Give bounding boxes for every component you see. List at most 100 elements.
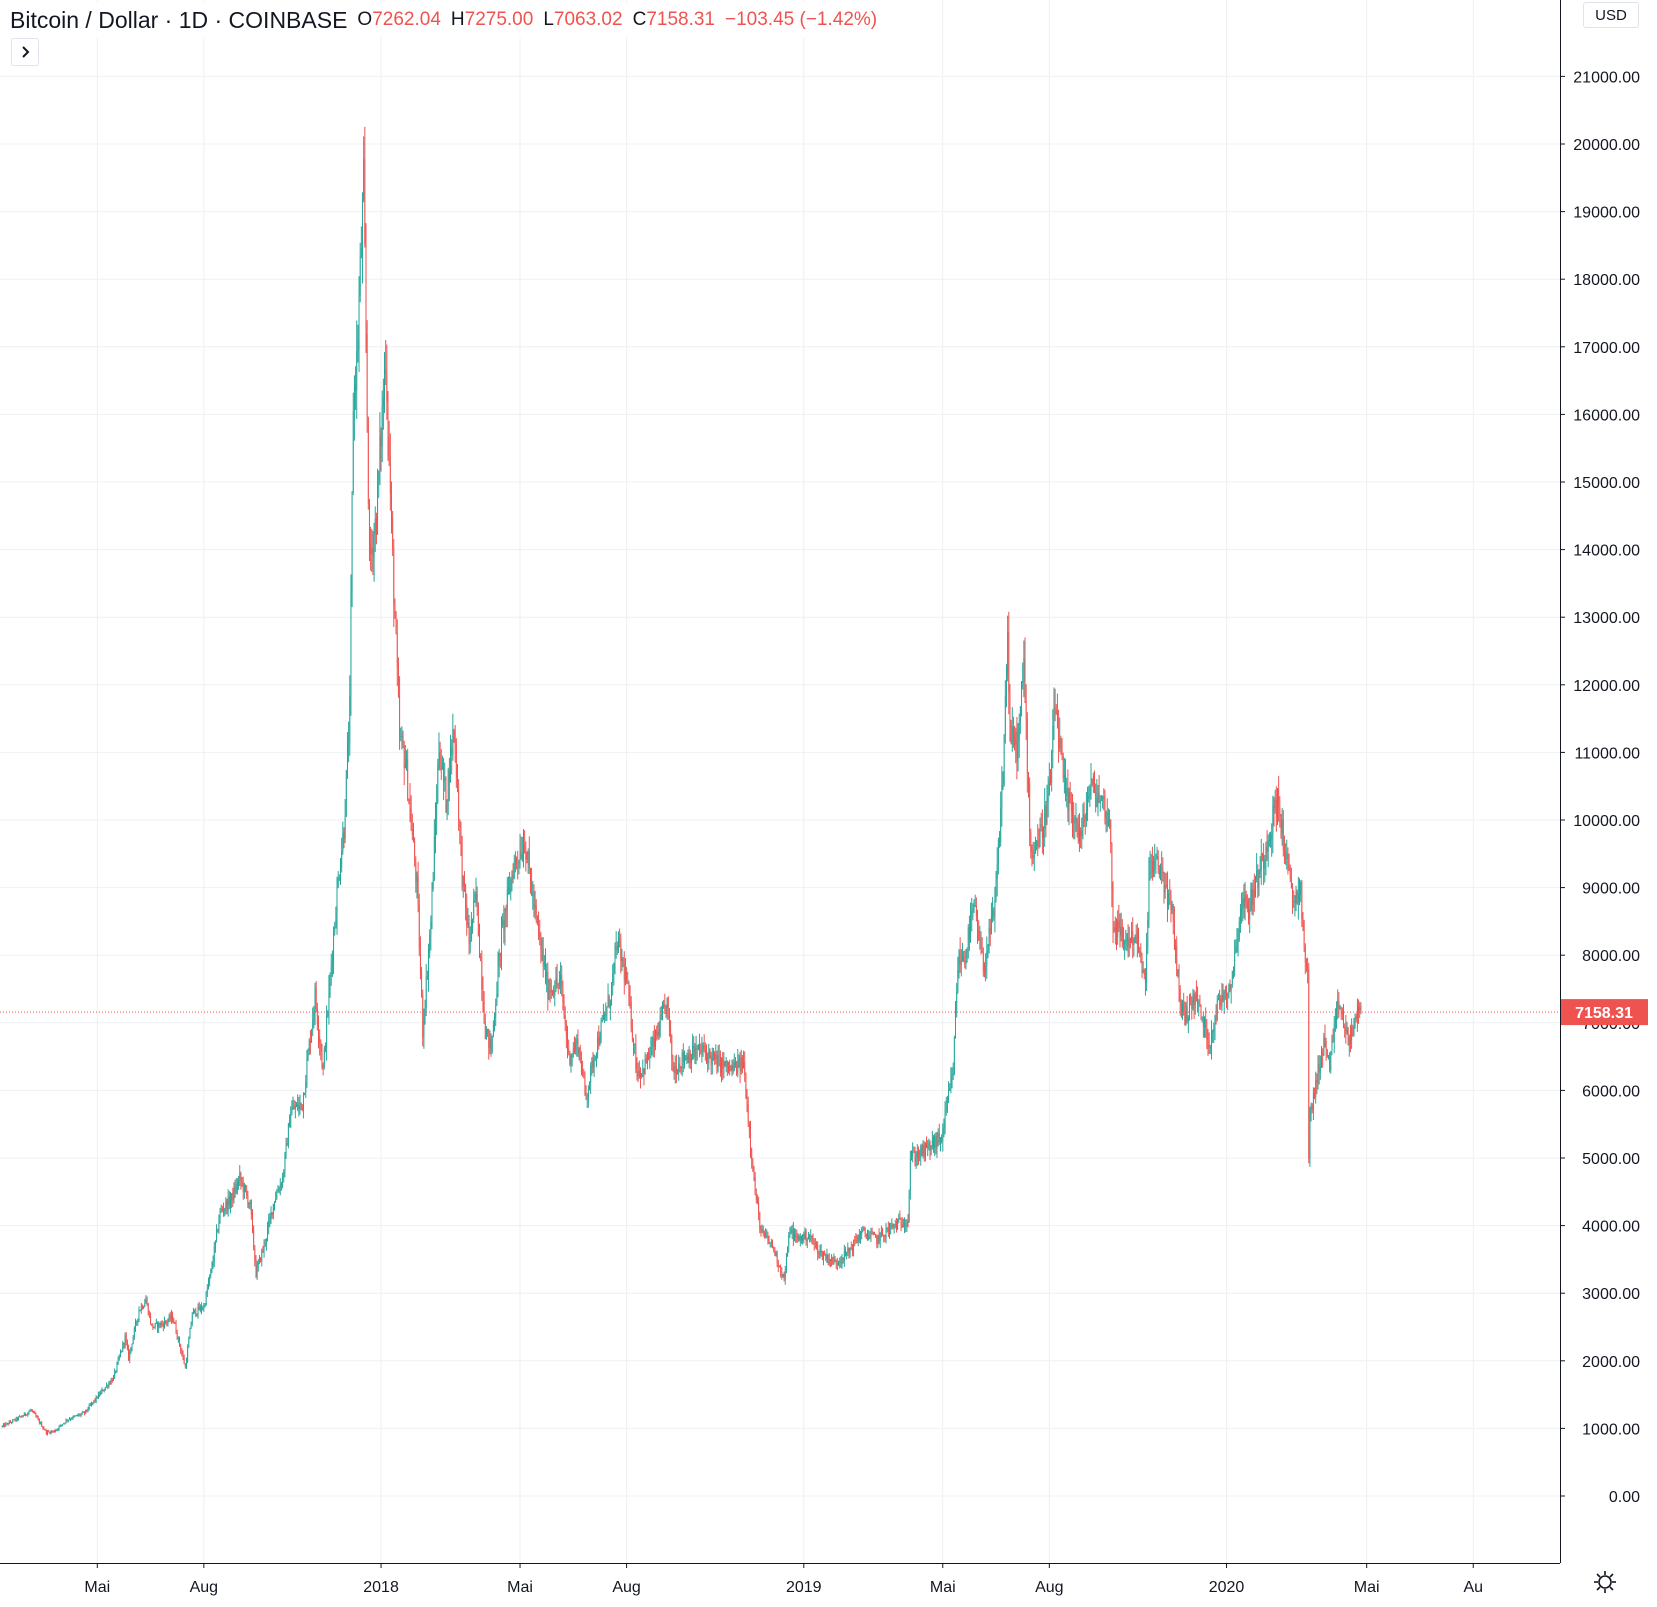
candle-body <box>1199 1001 1201 1006</box>
candle-body <box>518 862 520 864</box>
candle-body <box>175 1323 177 1334</box>
candle-body <box>1360 1006 1362 1013</box>
candle-body <box>863 1228 865 1230</box>
settings-button[interactable] <box>1592 1569 1618 1595</box>
candle-body <box>589 1082 590 1091</box>
candle-body <box>1253 889 1255 897</box>
candle-body <box>194 1309 196 1311</box>
candle-body <box>783 1274 785 1279</box>
candle-body <box>497 965 499 994</box>
candle-body <box>1321 1052 1322 1068</box>
candle-body <box>875 1234 877 1237</box>
candle-body <box>857 1235 859 1243</box>
candle-body <box>1350 1037 1351 1041</box>
candle-body <box>1082 814 1084 831</box>
candle-body <box>885 1229 887 1238</box>
candle-body <box>1037 840 1039 847</box>
candle-body <box>557 983 559 985</box>
candle-body <box>123 1343 125 1345</box>
candle-body <box>569 1051 571 1065</box>
candle-body <box>469 938 471 944</box>
candle-body <box>331 959 333 965</box>
candle-body <box>357 339 359 351</box>
candle-body <box>774 1248 776 1256</box>
candle-body <box>249 1200 251 1204</box>
candle-body <box>415 862 417 882</box>
candle-body <box>1099 800 1101 804</box>
candle-body <box>82 1411 84 1413</box>
candle-body <box>890 1225 892 1228</box>
candle-body <box>798 1236 800 1241</box>
candle-body <box>1186 1006 1188 1022</box>
symbol-title[interactable]: Bitcoin / Dollar · 1D · COINBASE <box>10 6 348 33</box>
candle-body <box>775 1251 777 1256</box>
candle-body <box>789 1233 791 1236</box>
candle-body <box>591 1060 593 1067</box>
candle-body <box>951 1075 953 1078</box>
candle-body <box>342 832 344 852</box>
candle-body <box>550 990 552 993</box>
candle-body <box>1098 793 1100 804</box>
candle-body <box>592 1060 594 1068</box>
candle-body <box>1088 795 1090 799</box>
candle-body <box>957 970 959 992</box>
candle-body <box>103 1389 105 1392</box>
grid-lines <box>0 0 1560 1563</box>
candle-body <box>1142 969 1144 974</box>
candle-body <box>986 951 988 966</box>
candle-body <box>829 1259 831 1261</box>
candle-body <box>629 997 631 1003</box>
currency-button[interactable]: USD <box>1583 2 1639 28</box>
candle-body <box>296 1103 297 1107</box>
candle-body <box>894 1224 896 1226</box>
candle-body <box>1006 674 1007 696</box>
candle-body <box>236 1184 238 1187</box>
candle-body <box>644 1058 646 1075</box>
candle-body <box>855 1239 857 1242</box>
x-tick-label: Mai <box>930 1579 956 1596</box>
candle-body <box>864 1228 866 1234</box>
candle-body <box>243 1184 245 1193</box>
candle-body <box>960 960 962 965</box>
candle-body <box>1292 887 1294 902</box>
last-price-label: 7158.31 <box>1575 1005 1633 1022</box>
candle-body <box>901 1224 903 1227</box>
candle-body <box>867 1236 868 1240</box>
candle-body <box>1351 1026 1353 1041</box>
candle-body <box>265 1238 267 1244</box>
candle-body <box>1097 793 1099 798</box>
candle-body <box>887 1228 889 1232</box>
candle-body <box>1105 812 1107 819</box>
candle-body <box>487 1029 489 1031</box>
candle-body <box>993 910 995 918</box>
candle-body <box>92 1402 94 1404</box>
candle-body <box>579 1047 581 1061</box>
candle-body <box>1334 1019 1336 1024</box>
candle-body <box>70 1419 72 1421</box>
candle-body <box>146 1300 148 1304</box>
candle-body <box>87 1409 89 1411</box>
candle-body <box>1176 946 1178 976</box>
candle-body <box>269 1216 271 1221</box>
candle-body <box>904 1224 906 1226</box>
candle-body <box>1047 795 1049 802</box>
candle-body <box>452 729 454 755</box>
candle-body <box>1132 931 1134 945</box>
y-tick-label: 17000.00 <box>1573 340 1640 357</box>
candle-body <box>197 1306 199 1315</box>
candle-body <box>282 1177 284 1186</box>
legend-toggle-button[interactable] <box>11 38 39 66</box>
candle-body <box>499 953 501 957</box>
candle-body <box>781 1271 783 1277</box>
candle-body <box>95 1396 97 1401</box>
candle-body <box>253 1227 255 1248</box>
candle-body <box>489 1038 491 1048</box>
candle-body <box>476 893 478 904</box>
candle-body <box>34 1412 36 1414</box>
candle-body <box>135 1322 136 1329</box>
candle-body <box>897 1220 899 1230</box>
candle-body <box>1031 851 1033 856</box>
candle-body <box>422 995 424 1037</box>
